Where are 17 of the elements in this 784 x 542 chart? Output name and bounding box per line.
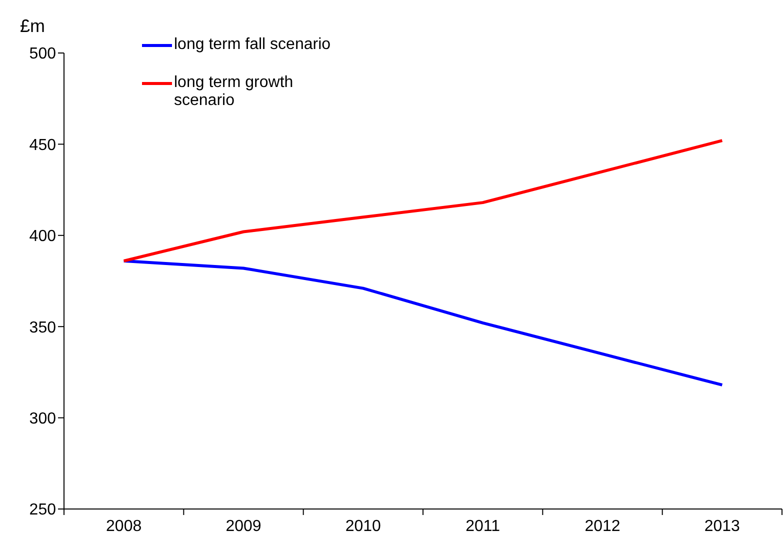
- y-tick-label: 450: [29, 136, 56, 154]
- x-tick-label: 2009: [226, 518, 262, 535]
- line-series: [122, 139, 724, 262]
- x-tick-label: 2012: [584, 518, 620, 535]
- legend-label: long term growth scenario: [174, 74, 294, 110]
- x-tick-label: 2011: [466, 518, 500, 535]
- x-tick-label: 2013: [704, 518, 740, 535]
- y-tick-label: 250: [29, 502, 56, 519]
- x-tick-label: 2010: [345, 518, 382, 535]
- y-tick-label: 500: [29, 46, 56, 63]
- legend-label: long term fall scenario: [174, 36, 332, 54]
- x-tick-label: 2008: [106, 518, 142, 535]
- y-axis-title: £m: [20, 16, 46, 37]
- line-series: [122, 259, 724, 386]
- y-tick-label: 350: [29, 319, 56, 336]
- y-tick-label: 400: [29, 228, 56, 246]
- y-tick-label: 300: [29, 410, 56, 428]
